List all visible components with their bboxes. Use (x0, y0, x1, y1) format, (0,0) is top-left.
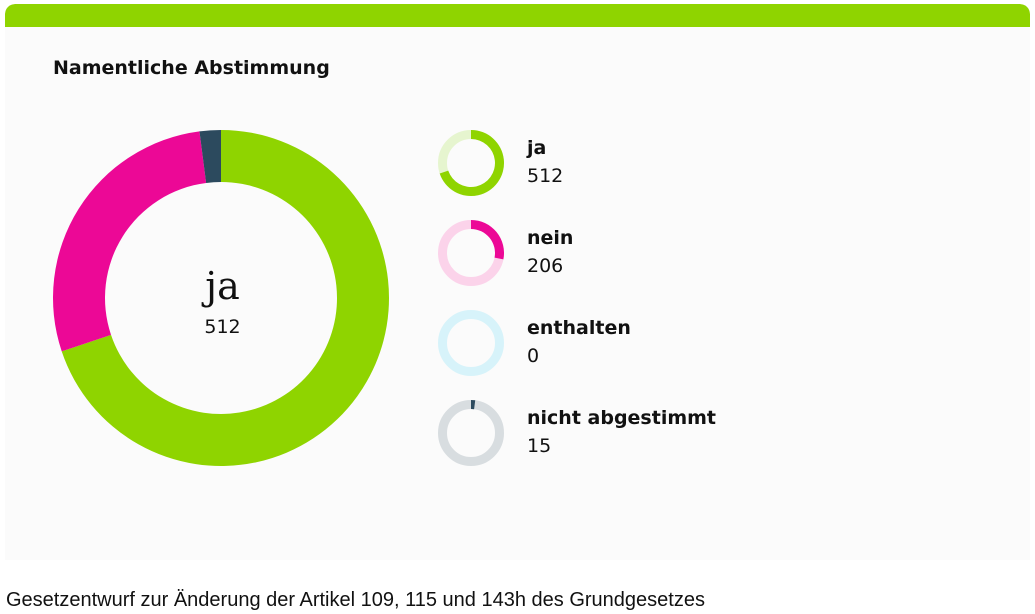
legend-item-ja[interactable]: ja 512 (437, 127, 837, 197)
legend-track-nicht-abgestimmt (438, 400, 504, 466)
donut-slice-nein[interactable] (52, 131, 207, 352)
legend-value-enthalten: 0 (527, 345, 540, 367)
donut-slice-ja[interactable] (61, 130, 389, 466)
chart-title: Namentliche Abstimmung (53, 57, 330, 79)
vote-card: Namentliche Abstimmung ja 512 ja 512 nei… (5, 4, 1030, 560)
donut-center-label: ja (205, 264, 240, 308)
legend-donut-ja (438, 130, 504, 196)
legend-arc-nein[interactable] (471, 220, 504, 260)
vote-caption: Gesetzentwurf zur Änderung der Artikel 1… (6, 589, 705, 611)
legend-item-nicht-abgestimmt[interactable]: nicht abgestimmt 15 (437, 397, 837, 467)
donut-center-value: 512 (204, 316, 241, 338)
main-donut-chart (52, 130, 389, 466)
legend-label-nein: nein (527, 227, 574, 249)
legend-item-enthalten[interactable]: enthalten 0 (437, 307, 837, 377)
legend-value-nicht-abgestimmt: 15 (527, 435, 552, 457)
legend-label-ja: ja (527, 137, 547, 159)
legend-donut-enthalten (438, 310, 504, 376)
legend-donut-nicht-abgestimmt (438, 400, 504, 466)
legend-donut-nein (438, 220, 504, 286)
donut-slice-nicht-abgestimmt[interactable] (199, 130, 221, 183)
legend-item-nein[interactable]: nein 206 (437, 217, 837, 287)
legend-track-enthalten (438, 310, 504, 376)
legend-label-enthalten: enthalten (527, 317, 631, 339)
legend-value-nein: 206 (527, 255, 564, 277)
card-accent-bar (5, 4, 1030, 27)
legend-value-ja: 512 (527, 165, 564, 187)
legend-arc-nicht-abgestimmt[interactable] (471, 400, 476, 410)
legend-label-nicht-abgestimmt: nicht abgestimmt (527, 407, 717, 429)
